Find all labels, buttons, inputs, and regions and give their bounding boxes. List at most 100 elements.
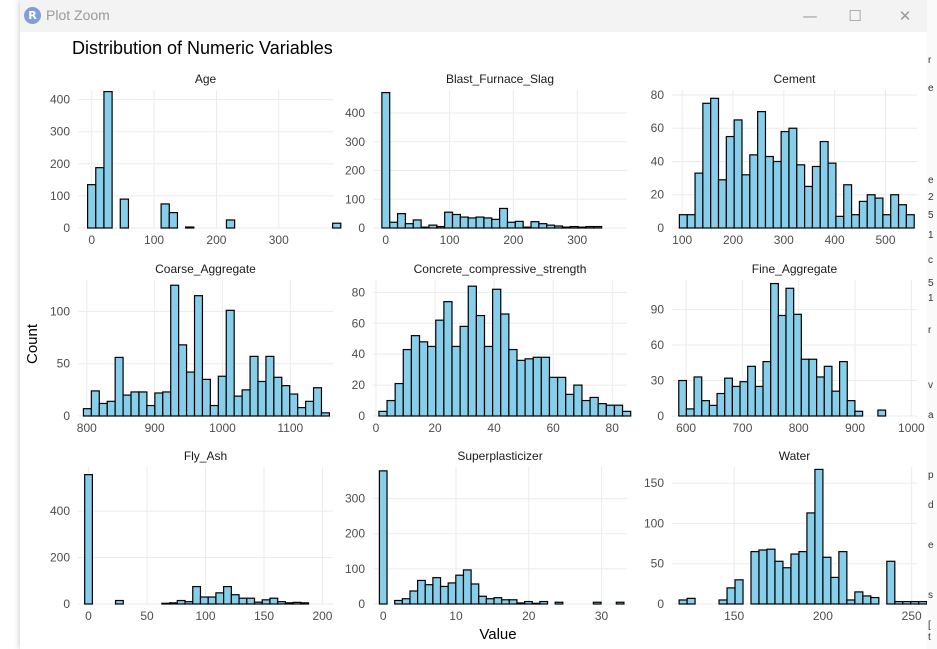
y-tick-label: 300 xyxy=(50,125,70,139)
x-tick-label: 150 xyxy=(724,609,744,623)
x-tick-label: 200 xyxy=(312,609,332,623)
histogram-bar xyxy=(439,585,449,605)
histogram-bar xyxy=(417,579,426,605)
histogram-bar xyxy=(724,377,733,417)
histogram-bar xyxy=(435,319,445,417)
histogram-bar xyxy=(230,594,240,605)
histogram-bar xyxy=(835,215,845,229)
histogram-bar xyxy=(693,376,703,417)
histogram-bar xyxy=(312,387,323,417)
histogram-bar xyxy=(90,390,100,417)
histogram-bar xyxy=(241,389,251,417)
histogram-bar xyxy=(114,599,124,605)
histogram-bar xyxy=(725,135,735,229)
histogram-bar xyxy=(589,396,599,417)
histogram-bar xyxy=(122,394,132,417)
panel-title: Coarse_Aggregate xyxy=(155,262,256,276)
title-bar[interactable]: R Plot Zoom — ☐ ✕ xyxy=(20,0,927,32)
y-axis-title: Count xyxy=(24,323,41,364)
x-tick-label: 100 xyxy=(195,609,215,623)
histogram-bar xyxy=(215,592,225,605)
histogram-bar xyxy=(910,600,920,605)
histogram-bar xyxy=(249,355,259,417)
histogram-bar xyxy=(114,356,124,417)
minimize-button[interactable]: — xyxy=(802,7,818,25)
histogram-bar xyxy=(573,384,583,417)
histogram-bar xyxy=(443,301,453,417)
histogram-bar xyxy=(741,174,751,229)
x-tick-label: 1000 xyxy=(898,421,925,435)
histogram-bar xyxy=(233,395,243,417)
histogram-bar xyxy=(556,376,567,417)
panel-blast-furnace-slag: Blast_Furnace_Slag 0 100 200 300 0 100 200 300 40… xyxy=(345,72,627,247)
histogram-bar xyxy=(506,221,516,229)
y-tick-label: 300 xyxy=(345,135,365,149)
histogram-bar xyxy=(772,160,782,229)
y-tick-label: 100 xyxy=(50,189,70,203)
panel-age: Age 0 100 200 300 0 100 200 300 400 xyxy=(50,72,342,247)
histogram-bar xyxy=(119,198,130,229)
histogram-bar xyxy=(238,597,248,605)
y-tick-label: 200 xyxy=(50,551,70,565)
histogram-bar xyxy=(886,560,896,605)
histogram-bar xyxy=(427,345,437,417)
background-text-fragment: r xyxy=(928,55,932,66)
background-text-fragment: v xyxy=(928,380,933,391)
histogram-bar xyxy=(858,200,868,229)
histogram-bar xyxy=(447,582,457,605)
histogram-bar xyxy=(246,597,256,605)
histogram-bar xyxy=(605,404,616,417)
background-text-fragment: 1 xyxy=(928,293,934,304)
histogram-bar xyxy=(459,216,469,229)
histogram-bar xyxy=(830,576,840,605)
histogram-bar xyxy=(782,567,792,605)
histogram-bar xyxy=(432,577,442,605)
y-tick-label: 0 xyxy=(358,409,365,423)
y-tick-label: 0 xyxy=(358,597,365,611)
histogram-bar xyxy=(854,591,864,605)
histogram-bar xyxy=(733,119,743,229)
histogram-bar xyxy=(82,408,92,417)
x-tick-label: 0 xyxy=(85,609,92,623)
histogram-bar xyxy=(404,223,414,229)
close-button[interactable]: ✕ xyxy=(898,7,912,25)
histogram-bar xyxy=(678,379,688,417)
background-text-fragment: s xyxy=(928,590,933,601)
histogram-bar xyxy=(774,560,784,605)
histogram-bar xyxy=(483,345,494,417)
y-tick-label: 0 xyxy=(657,221,664,235)
y-tick-label: 50 xyxy=(57,357,71,371)
histogram-bar xyxy=(161,602,171,605)
y-tick-label: 100 xyxy=(345,562,365,576)
y-tick-label: 150 xyxy=(644,476,664,490)
panel-title: Cement xyxy=(773,72,816,86)
histogram-bar xyxy=(381,91,391,229)
histogram-bar xyxy=(561,226,571,229)
histogram-bar xyxy=(223,585,232,605)
x-tick-label: 60 xyxy=(546,421,560,435)
histogram-bar xyxy=(289,393,299,417)
histogram-bar xyxy=(686,597,696,605)
x-tick-label: 0 xyxy=(380,609,387,623)
histogram-bar xyxy=(902,600,912,605)
histogram-bar xyxy=(862,595,872,605)
histogram-bar xyxy=(467,217,477,229)
maximize-button[interactable]: ☐ xyxy=(848,7,862,25)
histogram-bar xyxy=(819,140,829,229)
x-tick-label: 600 xyxy=(676,421,696,435)
histogram-bar xyxy=(491,218,501,229)
histogram-bar xyxy=(785,287,795,417)
histogram-bar xyxy=(265,355,275,417)
x-tick-label: 0 xyxy=(88,233,95,247)
histogram-bar xyxy=(300,602,310,605)
x-tick-label: 0 xyxy=(373,421,380,435)
histogram-bar xyxy=(420,226,430,229)
histogram-bar xyxy=(168,212,179,229)
histogram-bar xyxy=(146,404,156,417)
y-tick-label: 100 xyxy=(50,304,70,318)
x-tick-label: 80 xyxy=(606,421,620,435)
y-tick-label: 200 xyxy=(345,527,365,541)
histogram-bar xyxy=(716,392,726,417)
histogram-bar xyxy=(597,403,607,417)
